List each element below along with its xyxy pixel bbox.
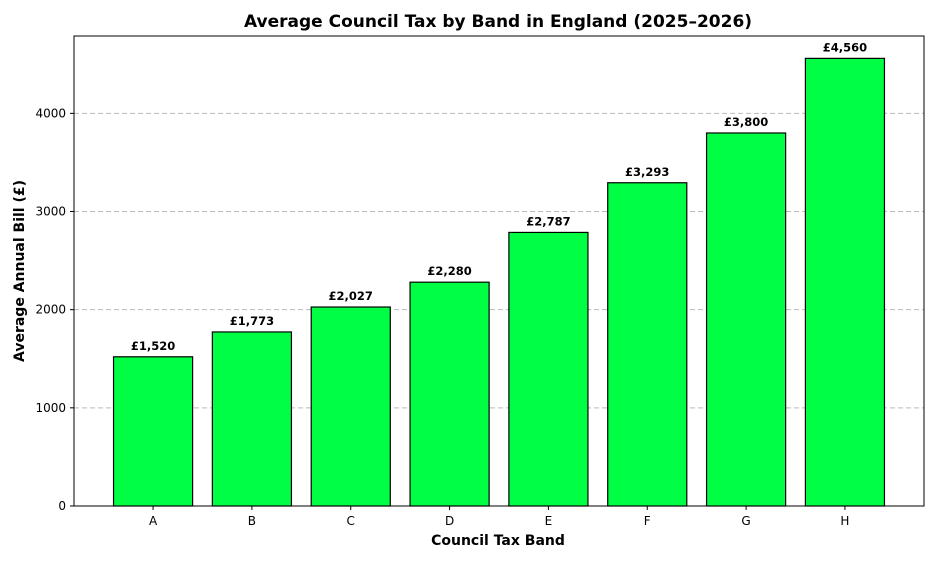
bar-c bbox=[310, 306, 391, 507]
x-tick-label: E bbox=[545, 514, 553, 528]
y-axis-label: Average Annual Bill (£) bbox=[12, 180, 28, 362]
y-tick-label: 1000 bbox=[35, 401, 66, 415]
data-label-h: £4,560 bbox=[823, 40, 867, 54]
y-tick-label: 3000 bbox=[35, 205, 66, 219]
bar-e bbox=[508, 231, 589, 507]
x-tick-label: B bbox=[248, 514, 256, 528]
bar-h bbox=[804, 57, 886, 507]
x-axis-label: Council Tax Band bbox=[431, 533, 565, 549]
grid-layer bbox=[74, 112, 924, 409]
x-tick-label: D bbox=[445, 514, 454, 528]
bar-a bbox=[112, 356, 194, 507]
chart-title: Average Council Tax by Band in England (… bbox=[244, 12, 752, 32]
plot-frame bbox=[73, 35, 925, 507]
data-label-c: £2,027 bbox=[329, 289, 373, 303]
x-tick-label: C bbox=[347, 514, 355, 528]
x-tick-label: F bbox=[644, 514, 651, 528]
x-tick-label: G bbox=[741, 514, 750, 528]
data-label-b: £1,773 bbox=[230, 314, 274, 328]
bar-g bbox=[705, 132, 787, 507]
data-label-g: £3,800 bbox=[724, 115, 768, 129]
bar-layer bbox=[112, 57, 886, 507]
y-tick-label: 0 bbox=[58, 499, 66, 513]
data-label-e: £2,787 bbox=[526, 214, 570, 228]
bar-d bbox=[409, 281, 490, 507]
data-label-a: £1,520 bbox=[131, 339, 175, 353]
y-tick-label: 2000 bbox=[35, 303, 66, 317]
bar-f bbox=[607, 182, 688, 507]
data-label-f: £3,293 bbox=[625, 165, 669, 179]
data-label-d: £2,280 bbox=[427, 264, 471, 278]
y-tick-label: 4000 bbox=[35, 106, 66, 120]
bar-b bbox=[211, 331, 293, 507]
x-tick-label: H bbox=[840, 514, 849, 528]
x-tick-label: A bbox=[149, 514, 158, 528]
data-label-layer: £1,520 £1,773 £2,027 £2,280 £2,787 £3,293 £3,8… bbox=[131, 40, 867, 352]
axis-layer: 0 1000 2000 3000 4000 A B C D E F G H bbox=[35, 106, 849, 528]
